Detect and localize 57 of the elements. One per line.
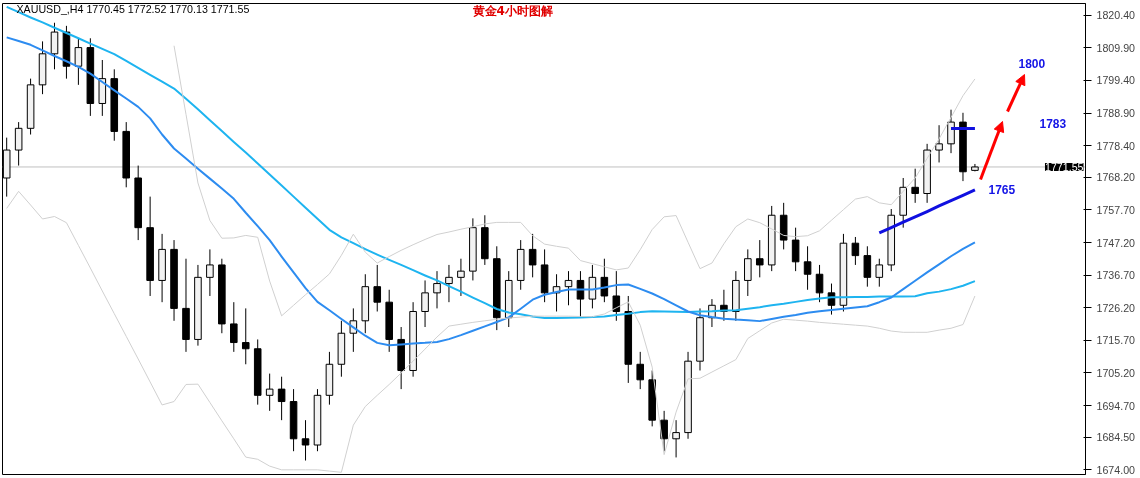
candlestick: [660, 410, 668, 452]
annotation: XAUUSD_,H4 1770.45 1772.52 1770.13 1771.55: [16, 2, 250, 15]
candlestick: [755, 239, 764, 278]
text: 1783: [1039, 117, 1067, 131]
ref-line-label: 1771.55: [1044, 160, 1084, 173]
candlestick: [265, 373, 274, 412]
candlestick: [50, 22, 59, 70]
text: 1765: [988, 183, 1016, 197]
line-series: [6, 190, 976, 473]
candlestick: [815, 264, 824, 303]
y-tick-label: 1788.90: [1096, 107, 1136, 120]
y-tick-label: 1778.40: [1096, 139, 1136, 152]
candlestick: [791, 227, 800, 272]
candlestick: [612, 270, 621, 322]
y-tick-label: 1809.90: [1096, 41, 1136, 54]
line-series: [877, 188, 977, 235]
line-series: [173, 45, 976, 317]
y-tick-label: 1694.70: [1096, 399, 1136, 412]
candlestick: [851, 236, 860, 266]
candlestick: [600, 258, 609, 303]
candlestick: [206, 248, 214, 297]
candlestick: [14, 121, 23, 167]
candlestick: [445, 264, 453, 303]
y-tick-label: 1705.20: [1096, 366, 1136, 379]
candlestick: [230, 301, 238, 353]
candlestick: [911, 168, 919, 204]
candlestick: [803, 245, 812, 291]
candlestick: [373, 264, 382, 312]
y-tick-label: 1736.70: [1096, 269, 1136, 282]
line-series: [5, 5, 976, 320]
candlestick: [457, 258, 465, 297]
y-tick-label: 1757.70: [1096, 203, 1136, 216]
candlestick: [875, 258, 884, 288]
candlestick: [528, 233, 537, 278]
y-tick-label: 1768.20: [1096, 171, 1136, 184]
candlestick: [636, 351, 645, 390]
y-tick-label: 1820.40: [1096, 9, 1136, 22]
candlestick: [277, 376, 286, 421]
y-tick-label: 1799.40: [1096, 74, 1136, 87]
candlestick: [744, 248, 752, 297]
candlestick: [863, 245, 872, 288]
candlestick: [588, 264, 597, 309]
text: 1800: [1018, 57, 1046, 71]
candlestick: [564, 270, 573, 306]
y-tick-label: 1747.20: [1096, 236, 1136, 249]
y-tick-label: 1715.70: [1096, 334, 1136, 347]
candlestick: [301, 419, 310, 462]
chart-title: 黄金4小时图解: [471, 3, 553, 18]
candlestick: [935, 124, 943, 163]
y-tick-label: 1684.50: [1096, 431, 1136, 444]
y-tick-label: 1674.00: [1096, 463, 1136, 476]
candlestick: [433, 270, 441, 309]
candlestick: [241, 307, 250, 365]
candlestick: [672, 419, 680, 458]
candlestick: [421, 279, 429, 328]
y-tick-label: 1726.20: [1096, 301, 1136, 314]
candlestick: [74, 37, 83, 86]
